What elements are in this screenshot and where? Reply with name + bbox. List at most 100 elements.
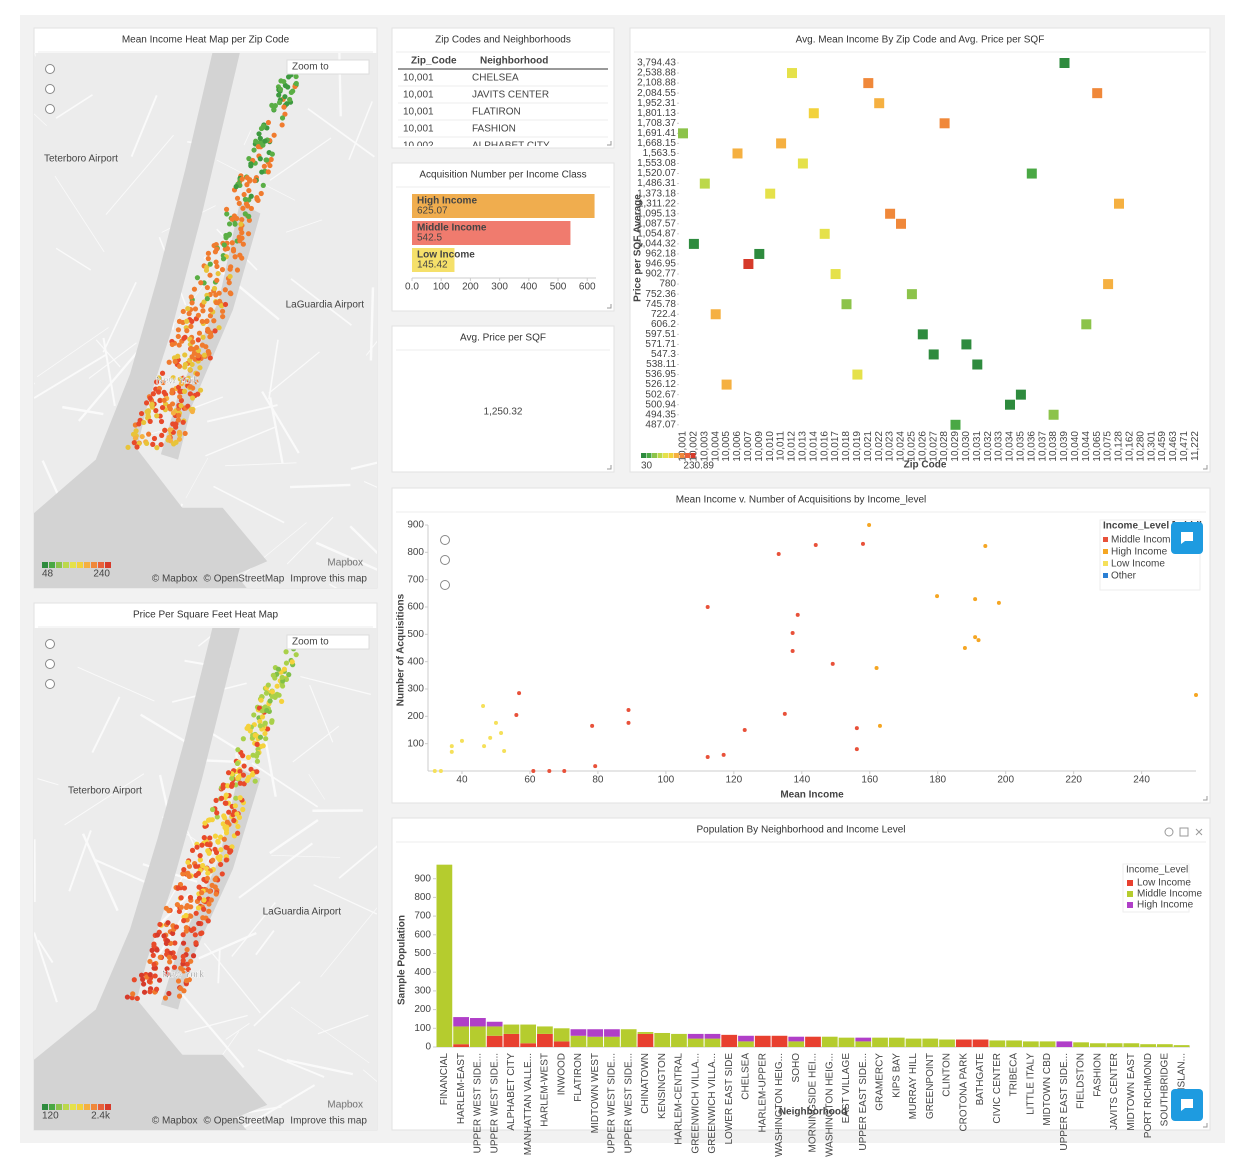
x-tick-label: CROTONA PARK (958, 1053, 969, 1132)
map-tool[interactable] (45, 84, 55, 94)
chart-tool[interactable] (440, 580, 450, 590)
bar-segment (872, 1037, 888, 1047)
map-heat-point (204, 296, 210, 302)
map-road (225, 1023, 250, 1040)
x-tick-label: WASHINGTON HEIG... (824, 1053, 835, 1157)
map-road (231, 902, 276, 957)
map-heat-point (178, 402, 184, 409)
y-tick-label: 752.36 (645, 289, 676, 300)
map-heat-point (141, 989, 148, 995)
map-heat-point (198, 930, 204, 937)
bar-segment (604, 1036, 620, 1047)
scatter-point (976, 638, 981, 643)
legend-box (1122, 863, 1190, 913)
y-tick-label: 1,952.31 (637, 98, 676, 109)
y-tick-label: 597.51 (645, 329, 676, 340)
map-attribution: © OpenStreetMap (204, 574, 285, 585)
map-road (102, 337, 116, 407)
map-heat-point (219, 308, 226, 314)
map-heat-point (178, 904, 184, 910)
x-tick-label: MANHATTAN VALLE... (523, 1053, 534, 1155)
legend-label[interactable]: Low Income (1111, 559, 1165, 570)
table-header[interactable]: Neighborhood (480, 56, 548, 67)
bar-segment (788, 1041, 805, 1047)
map-tool[interactable] (45, 679, 55, 689)
scatter-point (721, 752, 726, 757)
settings-icon[interactable] (1164, 827, 1174, 837)
map-search-box[interactable] (286, 59, 370, 75)
map-heat-point (180, 871, 186, 877)
chart-tool[interactable] (440, 535, 450, 545)
map-heat-point (282, 111, 288, 117)
x-tick-label: 10,037 (1037, 431, 1048, 462)
map-tool[interactable] (45, 659, 55, 669)
x-tick-label: 10,017 (830, 431, 841, 462)
x-tick-label: 120 (725, 775, 742, 786)
map-heat-point (169, 341, 175, 348)
map-heat-point (240, 806, 246, 813)
map-search-box[interactable] (286, 634, 370, 650)
y-tick-label: 1,373.18 (637, 188, 676, 199)
x-tick-label: 10,014 (808, 431, 819, 462)
map-heat-point (192, 306, 199, 312)
map-heat-point (254, 741, 260, 747)
panel-title: Avg. Price per SQF (460, 333, 546, 344)
scatter-point (860, 541, 865, 546)
map-road (309, 684, 334, 743)
map-heat-point (166, 954, 172, 960)
map-road (271, 854, 341, 858)
map-heat-point (255, 750, 261, 756)
table-cell: JAVITS CENTER (472, 90, 549, 101)
map-heat-point (276, 92, 282, 98)
heat-cell (906, 289, 917, 300)
map-heat-point (194, 275, 201, 281)
map-tool[interactable] (45, 104, 55, 114)
table-header[interactable]: Zip_Code (411, 56, 457, 67)
legend-label[interactable]: High Income (1111, 547, 1168, 558)
map-heat-point (173, 424, 179, 430)
map-heat-point (180, 419, 186, 425)
panel (391, 27, 615, 149)
legend-label[interactable]: Middle Income (1111, 535, 1176, 546)
legend-label[interactable]: Low Income (1137, 878, 1191, 889)
map-heat-point (235, 830, 241, 836)
map-road (55, 247, 92, 271)
x-tick-label: SOHO (791, 1053, 802, 1083)
x-tick-label: 10,023 (885, 431, 896, 462)
map-heat-point (157, 397, 163, 404)
legend-title: Income_Level [middl (1103, 521, 1202, 532)
panel-title: Acquisition Number per Income Class (419, 170, 586, 181)
map-heat-point (226, 280, 232, 286)
x-tick-label: 10,033 (994, 431, 1005, 462)
chart-tool[interactable] (440, 555, 450, 565)
map-heat-point (157, 921, 163, 928)
bar-segment (922, 1038, 939, 1047)
x-tick-label: 10,013 (798, 431, 809, 462)
legend-label[interactable]: High Income (1137, 900, 1194, 911)
y-tick-label: 1,054.87 (637, 228, 676, 239)
x-tick-label: 10,038 (1048, 431, 1059, 462)
map-heat-point (158, 418, 165, 425)
map-heat-point (241, 781, 247, 787)
map-heat-point (156, 977, 163, 983)
x-tick-label: 10,028 (939, 431, 950, 462)
scatter-point (531, 769, 536, 773)
map-tool[interactable] (45, 639, 55, 649)
close-icon[interactable] (1195, 828, 1203, 836)
map-heat-point (166, 403, 172, 410)
map-heat-point (193, 379, 199, 385)
map-heat-point (218, 861, 224, 868)
export-icon[interactable] (1179, 827, 1189, 837)
map-heat-point (207, 842, 213, 848)
legend-label[interactable]: Middle Income (1137, 889, 1202, 900)
map-heat-point (159, 404, 166, 411)
map-heat-point (160, 379, 166, 386)
map-tool[interactable] (45, 64, 55, 74)
x-tick-label: 10,459 (1157, 431, 1168, 462)
map-heat-point (182, 352, 188, 358)
map-road (54, 175, 105, 253)
legend-label[interactable]: Other (1111, 571, 1137, 582)
scatter-point (830, 661, 835, 666)
map-road (285, 219, 323, 233)
